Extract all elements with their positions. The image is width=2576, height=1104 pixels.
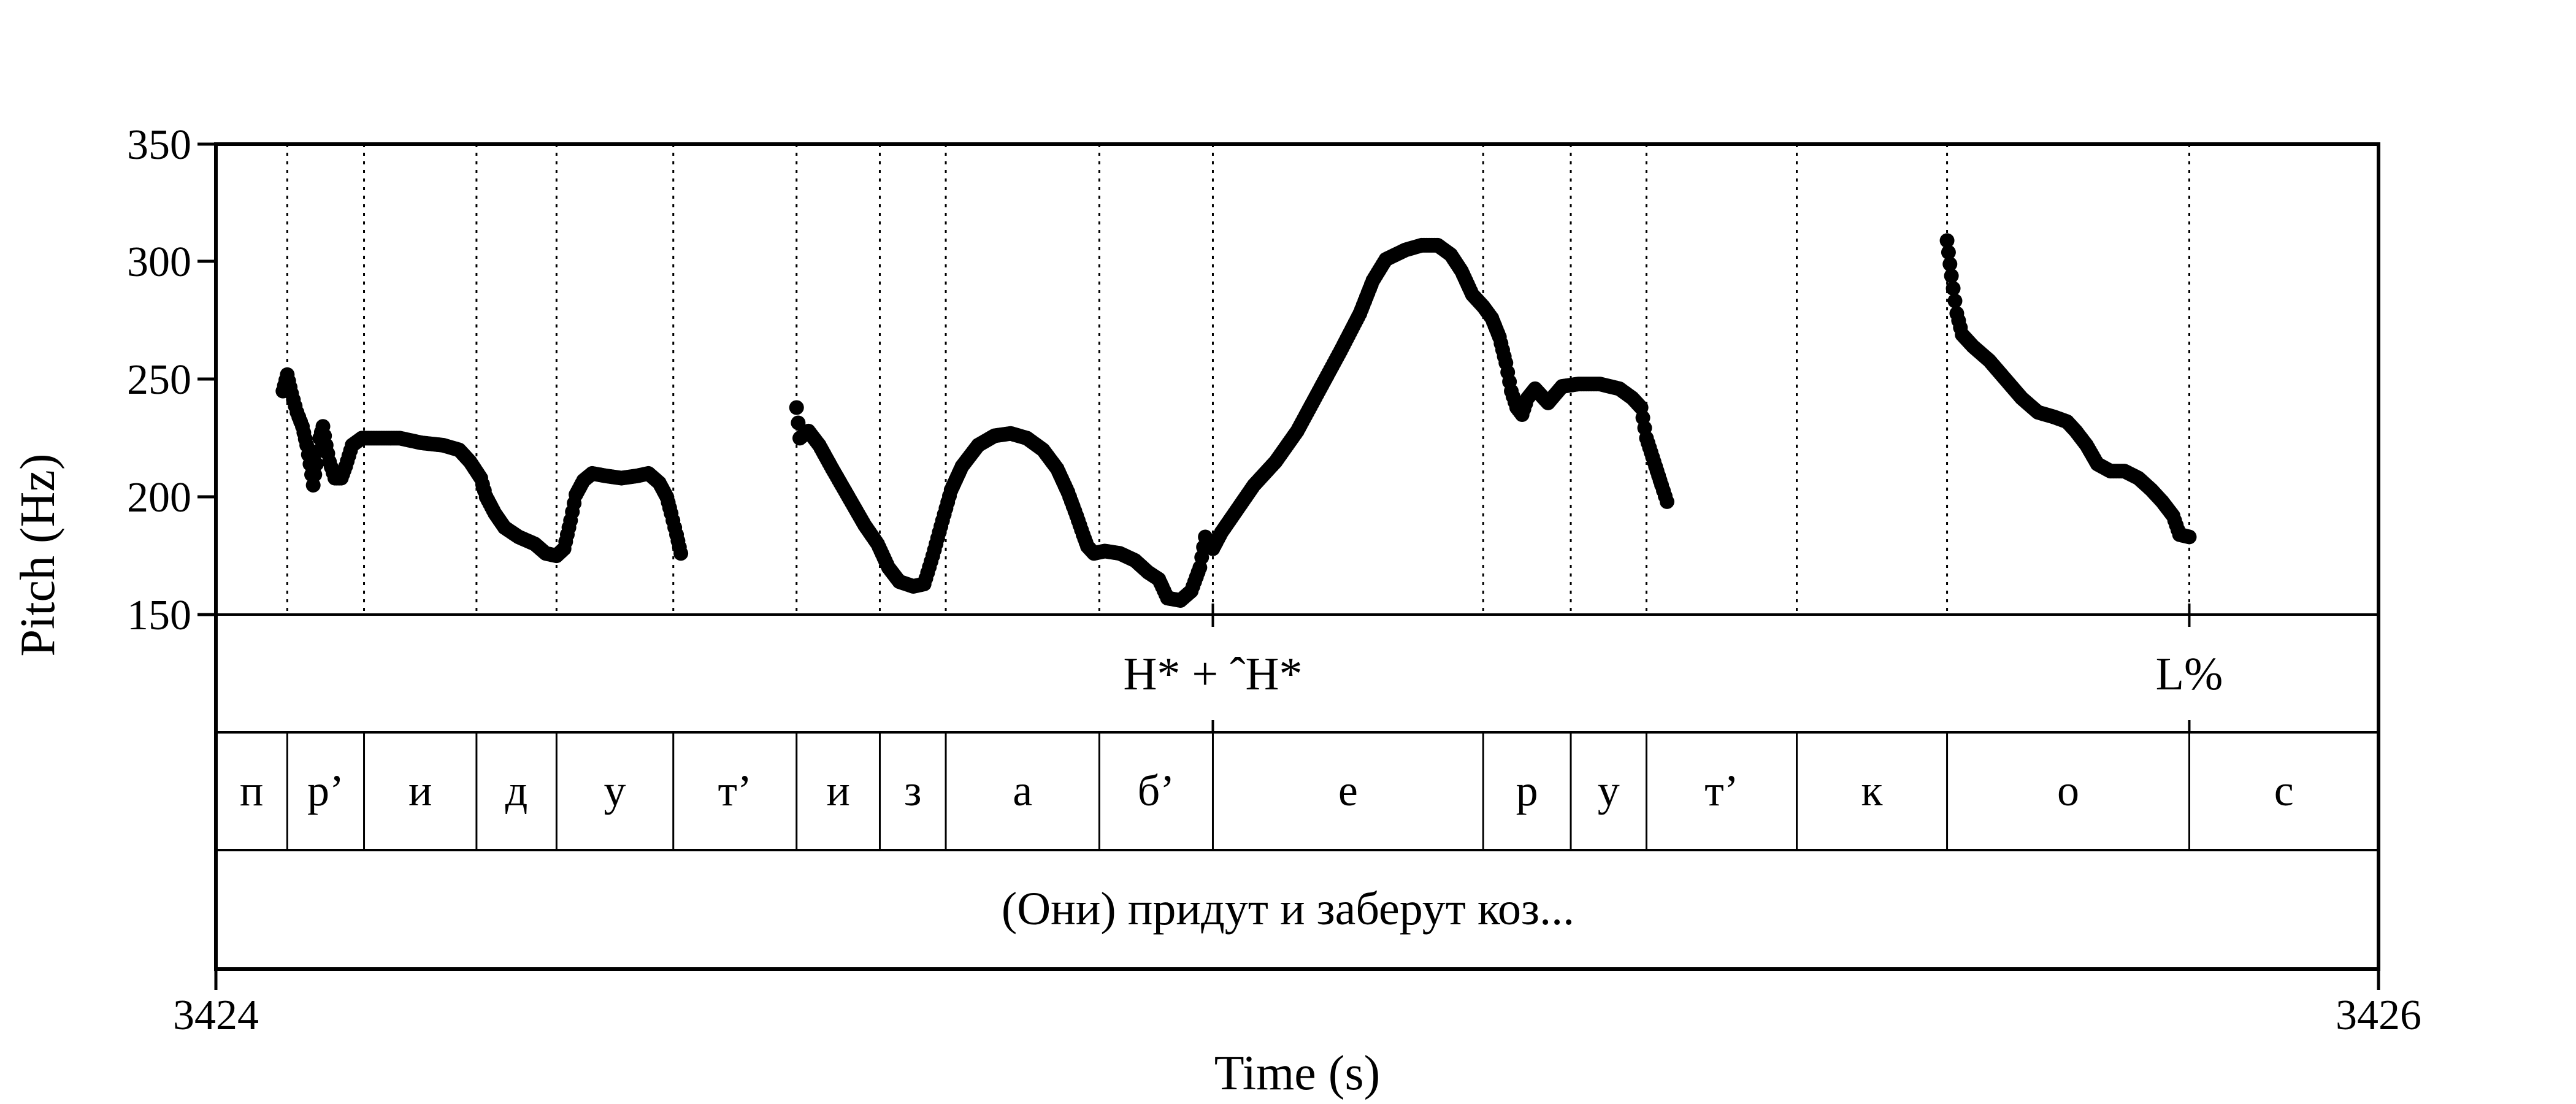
pitch-point bbox=[1942, 256, 1958, 272]
y-tick-label: 200 bbox=[127, 474, 191, 521]
pitch-point bbox=[1659, 494, 1674, 509]
pitch-point bbox=[1941, 245, 1956, 260]
y-tick-label: 300 bbox=[127, 239, 191, 286]
segment-boundaries bbox=[286, 144, 2190, 850]
segment-label: п bbox=[240, 766, 264, 815]
y-tick-label: 150 bbox=[127, 592, 191, 639]
segment-label: с bbox=[2274, 766, 2294, 815]
segment-label: к bbox=[1861, 766, 1884, 815]
x-tick-label: 3424 bbox=[173, 992, 259, 1039]
segment-label: т’ bbox=[1704, 766, 1738, 815]
pitch-point bbox=[1947, 293, 1963, 309]
pitch-point bbox=[789, 400, 804, 415]
y-axis: 350 300 250 200 150 Pitch (Hz) bbox=[11, 121, 216, 657]
y-tick-label: 350 bbox=[127, 121, 191, 169]
phrase-label: (Они) придут и заберут коз... bbox=[1002, 883, 1574, 935]
tone-tier: H* + ˆH* L% bbox=[1124, 604, 2223, 732]
x-axis: 3424 3426 Time (s) bbox=[173, 969, 2421, 1100]
segment-label: б’ bbox=[1138, 766, 1175, 815]
x-tick-label: 3426 bbox=[2336, 992, 2421, 1039]
segment-label: р’ bbox=[307, 766, 344, 815]
pitch-point bbox=[1939, 233, 1955, 248]
segment-label: о bbox=[2057, 766, 2079, 815]
segment-label: у bbox=[604, 766, 626, 815]
segment-label: а bbox=[1013, 766, 1032, 815]
pitch-point bbox=[309, 456, 324, 472]
pitch-points bbox=[275, 233, 2197, 608]
segment-label: у bbox=[1598, 766, 1620, 815]
tone-label: H* + ˆH* bbox=[1124, 648, 1303, 700]
pitch-point bbox=[673, 546, 689, 561]
x-axis-title: Time (s) bbox=[1214, 1046, 1380, 1100]
tone-label: L% bbox=[2156, 648, 2223, 700]
pitch-point bbox=[1945, 281, 1961, 296]
segment-label: и bbox=[408, 766, 432, 815]
segment-label: з bbox=[904, 766, 921, 815]
pitch-point bbox=[2182, 529, 2197, 545]
pitch-point bbox=[1944, 268, 1959, 283]
segment-tier: п р’ и д у т’ и з а б’ е р у т’ к о с bbox=[240, 766, 2294, 815]
pitch-point bbox=[791, 415, 806, 431]
segment-label: д bbox=[505, 766, 528, 815]
segment-label: е bbox=[1338, 766, 1358, 815]
segment-label: р bbox=[1516, 766, 1538, 815]
segment-label: т’ bbox=[718, 766, 752, 815]
figure-frame bbox=[214, 142, 2380, 971]
y-axis-title: Pitch (Hz) bbox=[11, 453, 65, 656]
y-tick-label: 250 bbox=[127, 356, 191, 404]
segment-label: и bbox=[826, 766, 850, 815]
